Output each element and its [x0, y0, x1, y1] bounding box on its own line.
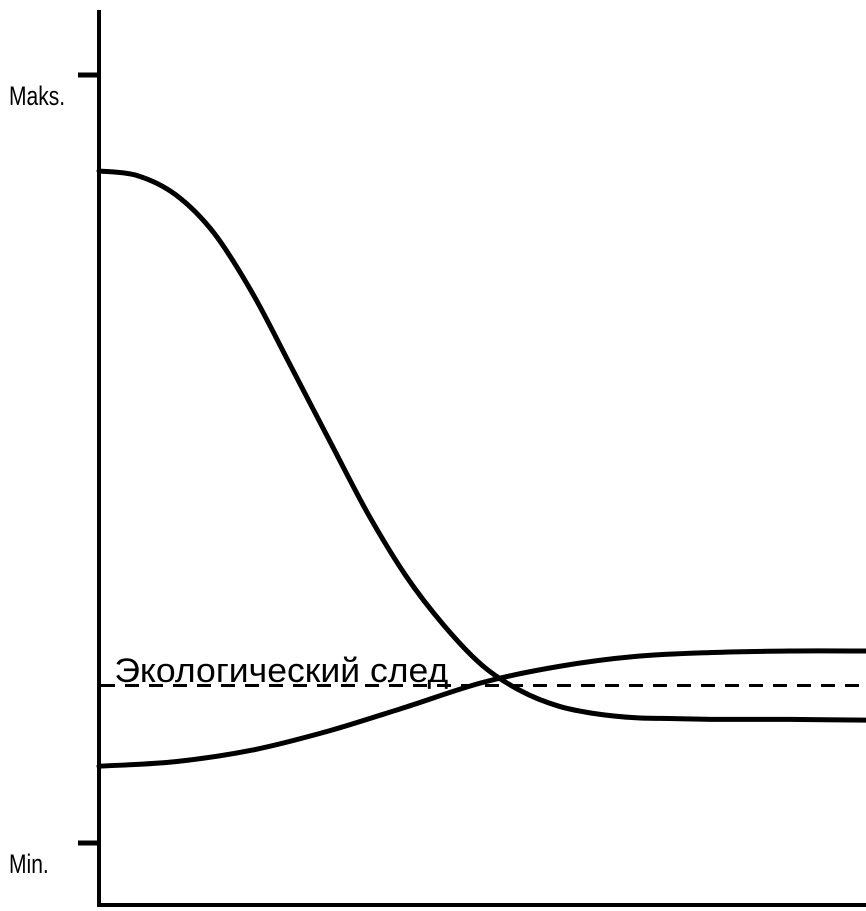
y-ticks: Maks. Min.	[9, 72, 101, 880]
annotations: Экологический след	[114, 652, 448, 690]
series-line-2	[96, 648, 866, 769]
series-group	[96, 168, 866, 769]
y-tick-label: Min.	[9, 850, 49, 880]
annotation-label: Экологический след	[114, 652, 448, 690]
y-tick-label: Maks.	[9, 82, 65, 112]
series-line-1	[96, 168, 866, 723]
